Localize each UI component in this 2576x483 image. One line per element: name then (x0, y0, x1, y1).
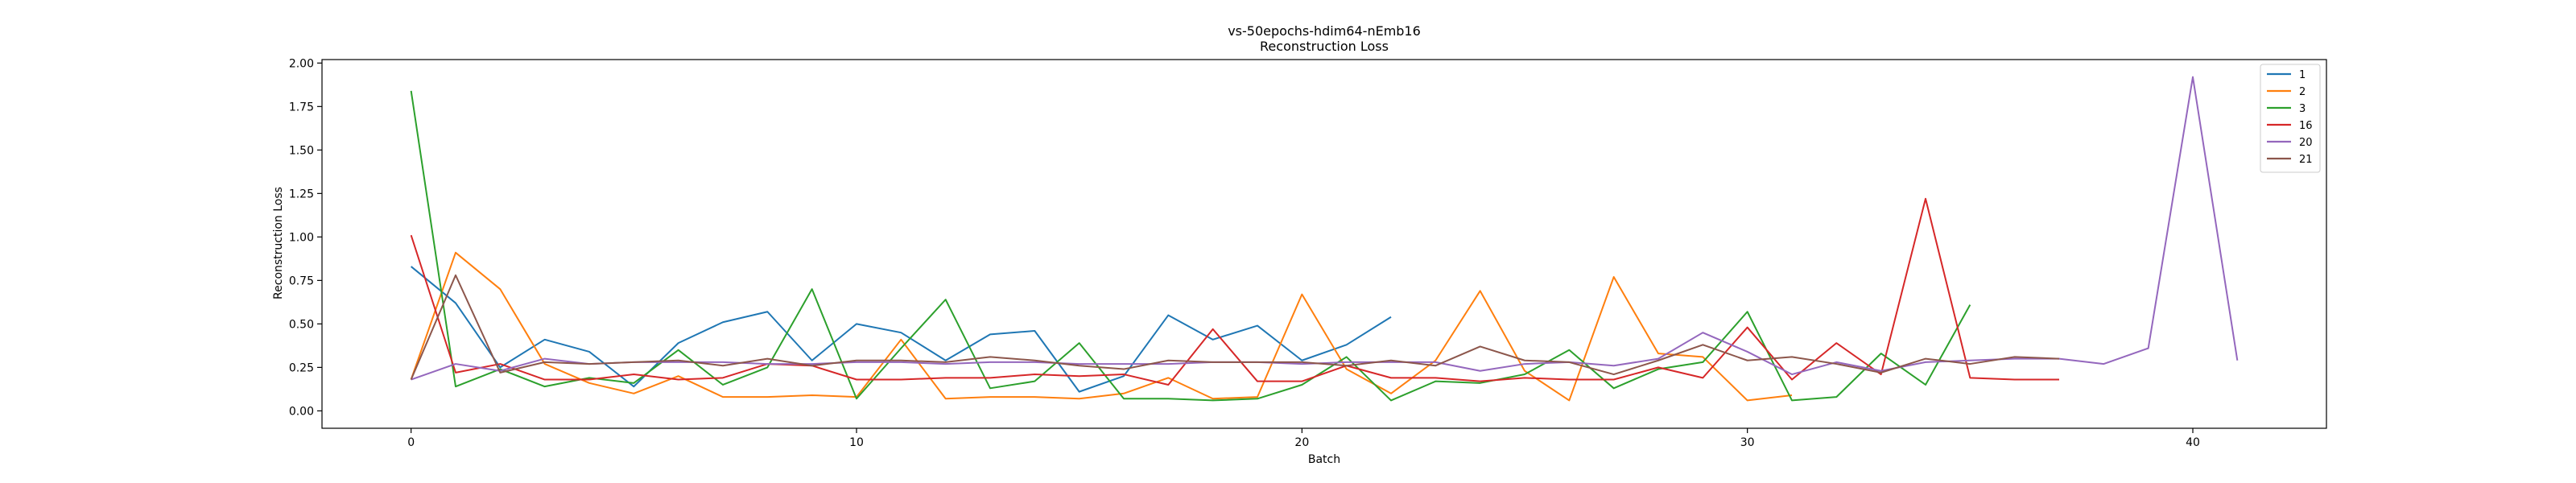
series-line-20 (411, 76, 2239, 381)
series-line-3 (410, 90, 1971, 402)
y-tick-label: 1.00 (289, 231, 314, 244)
series-line-1 (411, 266, 1392, 393)
legend: 1 2 3 16 20 21 (2260, 64, 2321, 173)
x-tick-label: 40 (2186, 436, 2200, 449)
chart-title: vs-50epochs-hdim64-nEmb16 (1228, 23, 1421, 39)
legend-label-1: 1 (2299, 69, 2306, 81)
series-line-21 (410, 274, 2060, 380)
chart-subtitle: Reconstruction Loss (1260, 39, 1389, 54)
x-tick-label: 0 (407, 436, 415, 449)
y-tick-label: 2.00 (289, 57, 314, 70)
legend-label-3: 3 (2299, 103, 2306, 115)
x-axis-label: Batch (1308, 453, 1340, 466)
axes (321, 59, 2327, 429)
legend-label-20: 20 (2299, 137, 2313, 149)
x-tick-label: 20 (1294, 436, 1309, 449)
y-tick-label: 0.75 (289, 275, 314, 287)
y-tick-label: 0.00 (289, 405, 314, 418)
legend-label-21: 21 (2299, 154, 2313, 166)
x-tick-label: 30 (1740, 436, 1755, 449)
x-axis-ticks: 0 10 20 30 40 (407, 428, 2200, 449)
y-axis-label: Reconstruction Loss (272, 187, 285, 299)
legend-label-16: 16 (2299, 120, 2313, 132)
y-tick-label: 1.25 (289, 188, 314, 200)
y-tick-label: 1.75 (289, 101, 314, 114)
plot-area (410, 76, 2239, 402)
y-tick-label: 0.25 (289, 361, 314, 374)
legend-label-2: 2 (2299, 86, 2306, 98)
y-axis-ticks: 0.00 0.25 0.50 0.75 1.00 1.25 1.50 1.75 2.00 (289, 57, 322, 418)
y-tick-label: 1.50 (289, 144, 314, 157)
axes-frame (321, 59, 2327, 429)
y-tick-label: 0.50 (289, 318, 314, 331)
series-line-2 (410, 251, 1793, 402)
x-tick-label: 10 (849, 436, 864, 449)
